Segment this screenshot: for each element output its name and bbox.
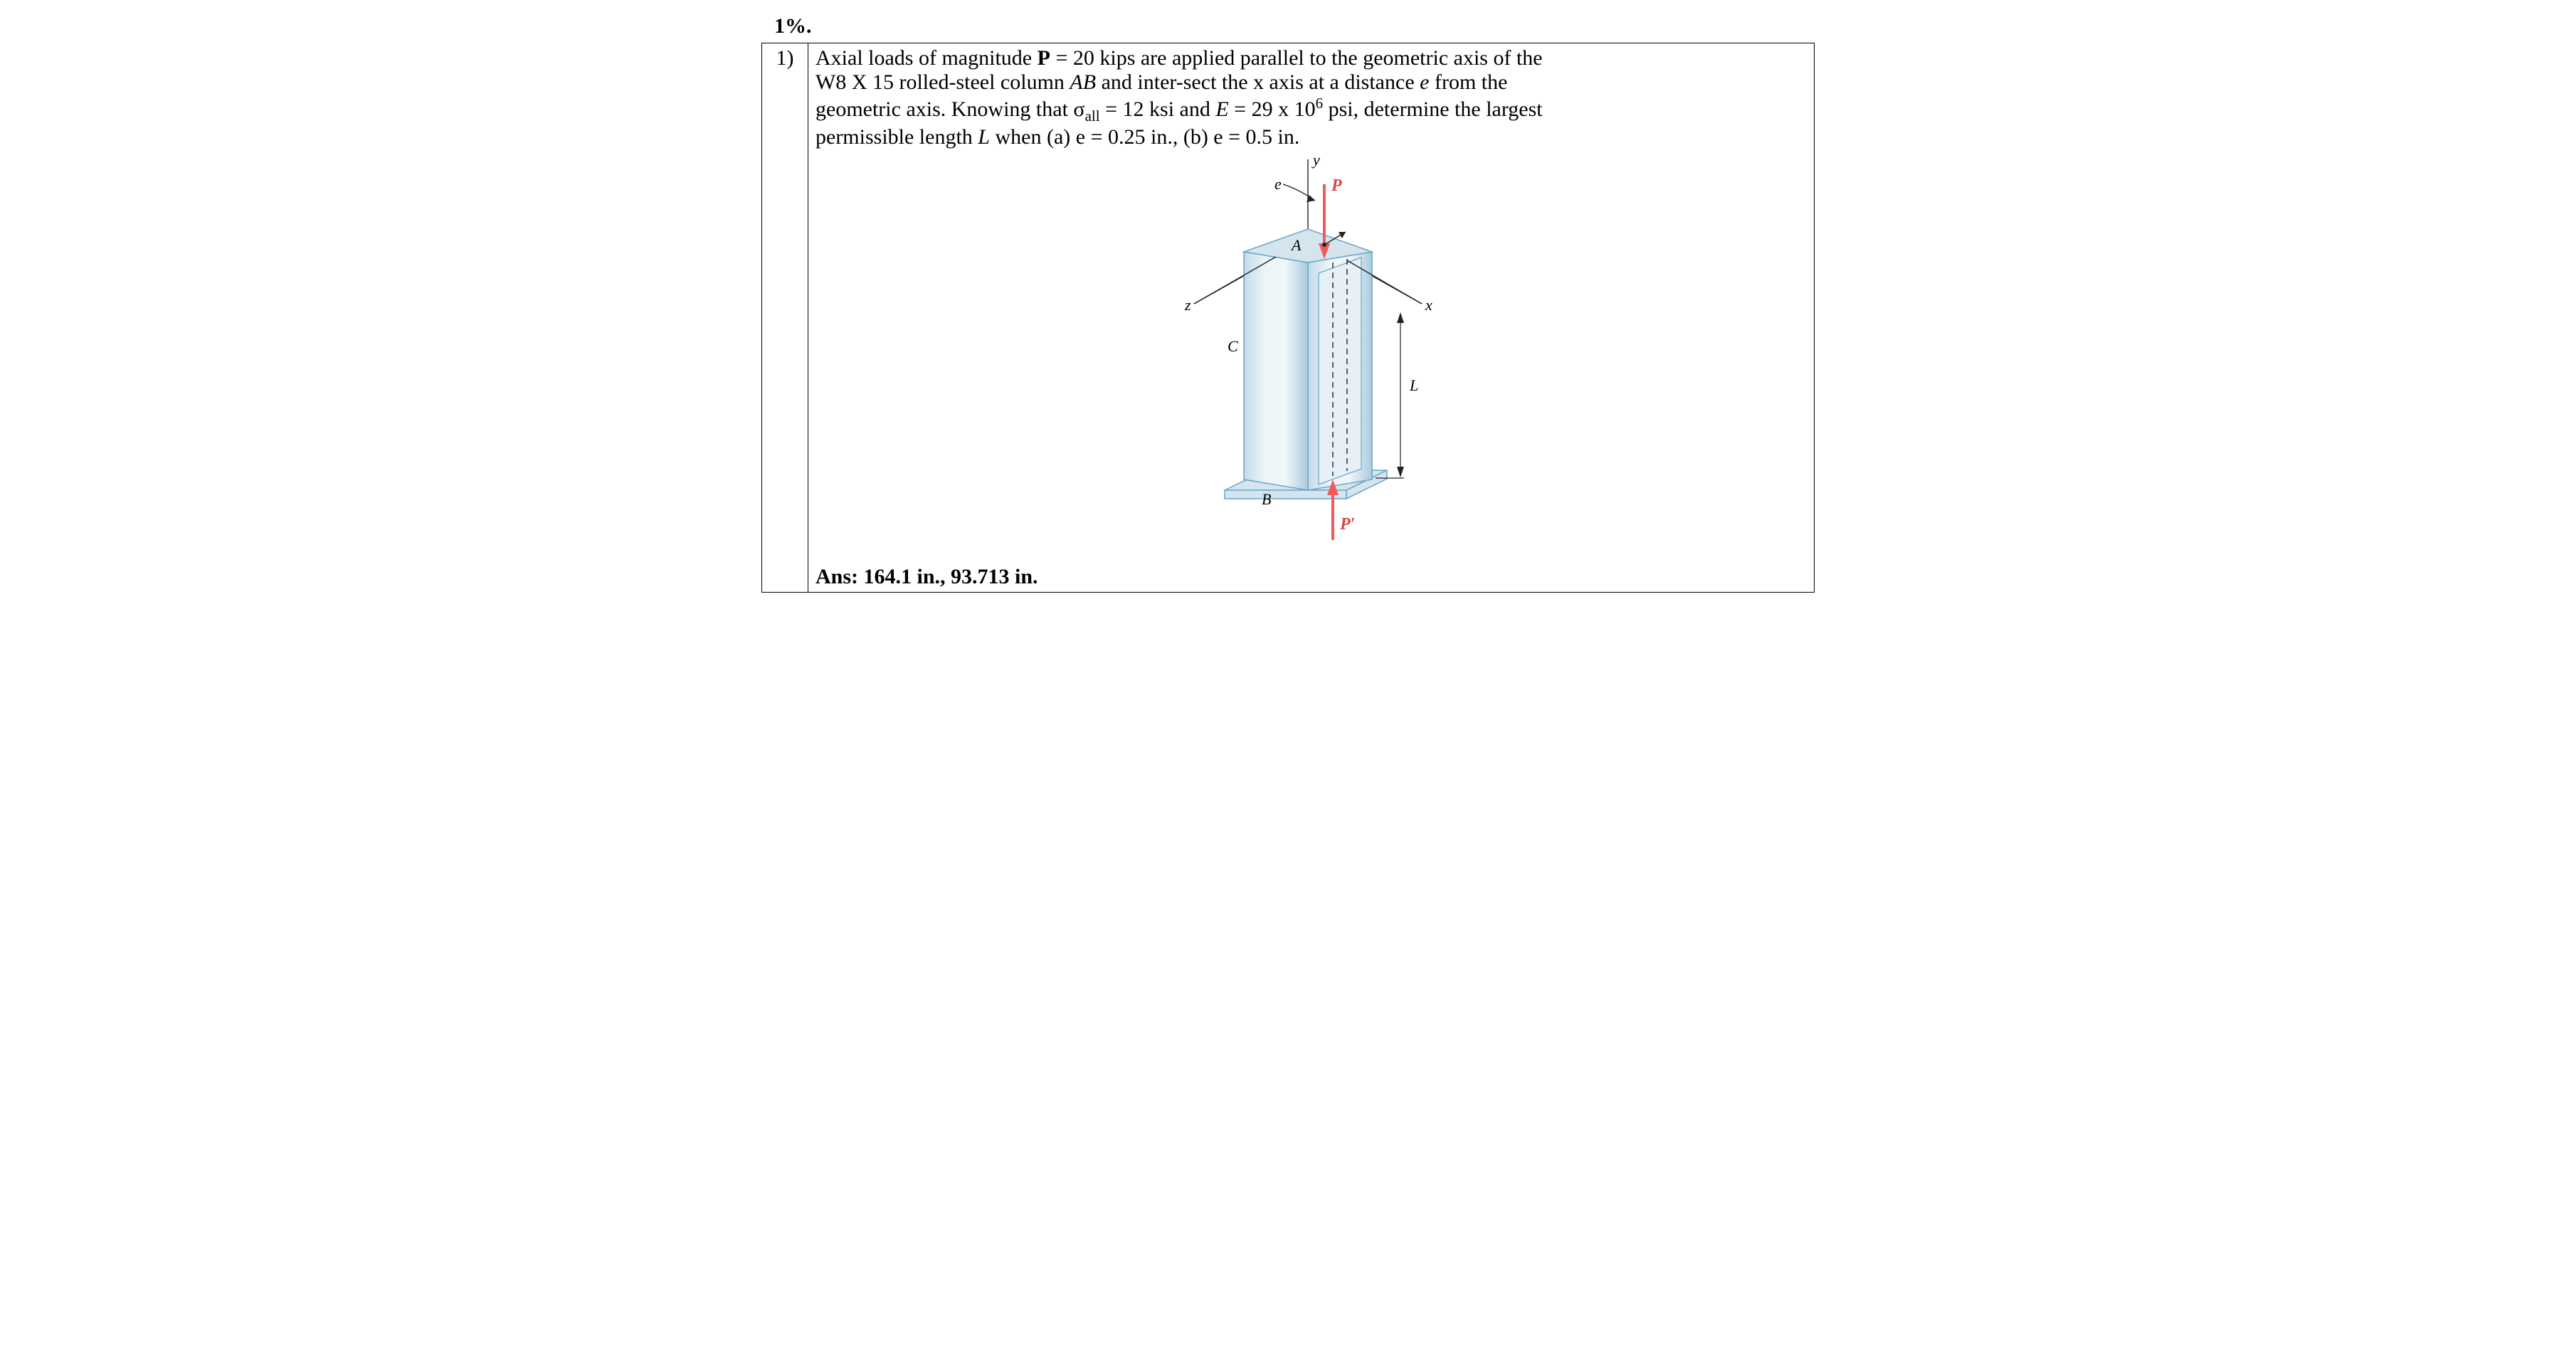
var-AB: AB [1070,70,1096,94]
label-e: e [1274,175,1282,193]
text: Axial loads of magnitude [815,46,1038,70]
sup-6: 6 [1316,95,1324,112]
label-P: P [1331,176,1342,195]
column-front-left [1244,252,1308,490]
answer-value: 164.1 in., 93.713 in. [864,565,1038,588]
text: = 29 x 10 [1229,97,1316,121]
text: W8 X 15 rolled-steel column [815,70,1070,94]
var-P: P [1038,46,1050,70]
sub-all: all [1085,107,1100,125]
text: psi, determine the largest [1323,97,1543,121]
problem-number-cell: 1) [762,43,808,593]
label-x: x [1425,296,1432,314]
var-e: e [1420,70,1429,94]
text: = 12 ksi and [1100,97,1216,121]
column-figure: y x z e A C B L P P′ [1134,152,1489,551]
dim-L-arrow-top [1397,312,1404,323]
var-L: L [978,125,990,149]
problem-statement: Axial loads of magnitude P = 20 kips are… [815,46,1807,149]
dim-L-arrow-bot [1397,467,1404,477]
problem-body-cell: Axial loads of magnitude P = 20 kips are… [808,43,1815,593]
header-fragment: 1%. [774,14,1815,38]
figure-container: y x z e A C B L P P′ [815,152,1807,551]
label-z: z [1184,296,1191,314]
label-C: C [1228,337,1238,355]
answer-label: Ans: [815,565,864,588]
text: from the [1429,70,1507,94]
var-E: E [1215,97,1228,121]
text: when (a) e = 0.25 in., (b) e = 0.5 in. [990,125,1299,149]
label-B: B [1262,490,1271,508]
text: and inter-sect the x axis at a distance [1096,70,1420,94]
text: permissible length [815,125,978,149]
label-L: L [1409,376,1418,394]
column-inner-cut [1319,258,1361,484]
label-y: y [1311,152,1320,169]
label-A: A [1290,236,1302,254]
label-Pprime: P′ [1339,515,1355,534]
text: = 20 kips are applied parallel to the ge… [1050,46,1543,70]
problem-table: 1) Axial loads of magnitude P = 20 kips … [761,43,1815,593]
answer-line: Ans: 164.1 in., 93.713 in. [815,565,1807,589]
text: geometric axis. Knowing that σ [815,97,1085,121]
